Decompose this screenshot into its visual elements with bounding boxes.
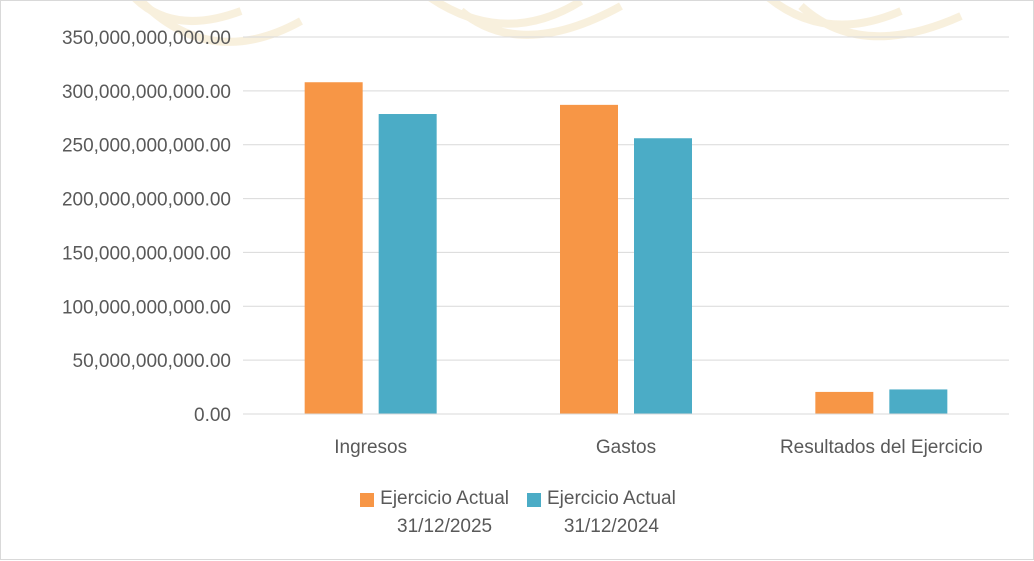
x-category-label: Gastos	[596, 437, 656, 458]
bar-ingresos-series-1	[304, 82, 363, 415]
bar-resultados-del-ejercicio-series-2	[889, 389, 948, 414]
bar-ingresos-series-2	[378, 114, 437, 414]
x-axis-category-labels: Ingresos Gastos Resultados del Ejercicio	[334, 437, 982, 458]
legend-label-line: 31/12/2025	[397, 516, 493, 537]
y-tick-label: 250,000,000,000.00	[62, 136, 231, 157]
x-category-label: Ingresos	[334, 437, 407, 458]
legend-label-line: Ejercicio Actual	[547, 488, 676, 509]
bar-resultados-del-ejercicio-series-1	[815, 391, 874, 414]
y-axis-tick-labels: 0.00 50,000,000,000.00 100,000,000,000.00 1…	[62, 28, 231, 426]
y-tick-label: 350,000,000,000.00	[62, 28, 231, 49]
legend-label: Ejercicio Actual 31/12/2025	[380, 485, 509, 541]
legend-label-line: Ejercicio Actual	[380, 488, 509, 509]
legend-label: Ejercicio Actual 31/12/2024	[547, 485, 676, 541]
y-tick-label: 150,000,000,000.00	[62, 243, 231, 264]
x-category-label: Resultados del Ejercicio	[780, 437, 983, 458]
legend-swatch	[360, 493, 375, 507]
y-tick-label: 200,000,000,000.00	[62, 190, 231, 211]
legend: Ejercicio Actual 31/12/2025 Ejercicio Actu…	[1, 485, 1034, 541]
legend-label-line: 31/12/2024	[563, 516, 659, 537]
y-tick-label: 100,000,000,000.00	[62, 297, 231, 318]
bars	[304, 82, 948, 415]
y-tick-label: 300,000,000,000.00	[62, 82, 231, 103]
legend-item: Ejercicio Actual 31/12/2025	[360, 485, 509, 541]
legend-item: Ejercicio Actual 31/12/2024	[527, 485, 676, 541]
legend-swatch	[527, 493, 541, 507]
bar-gastos-series-1	[560, 104, 618, 415]
bar-gastos-series-2	[634, 138, 692, 414]
y-tick-label: 50,000,000,000.00	[73, 351, 232, 372]
y-tick-label: 0.00	[194, 405, 231, 426]
gridlines	[243, 36, 1009, 361]
